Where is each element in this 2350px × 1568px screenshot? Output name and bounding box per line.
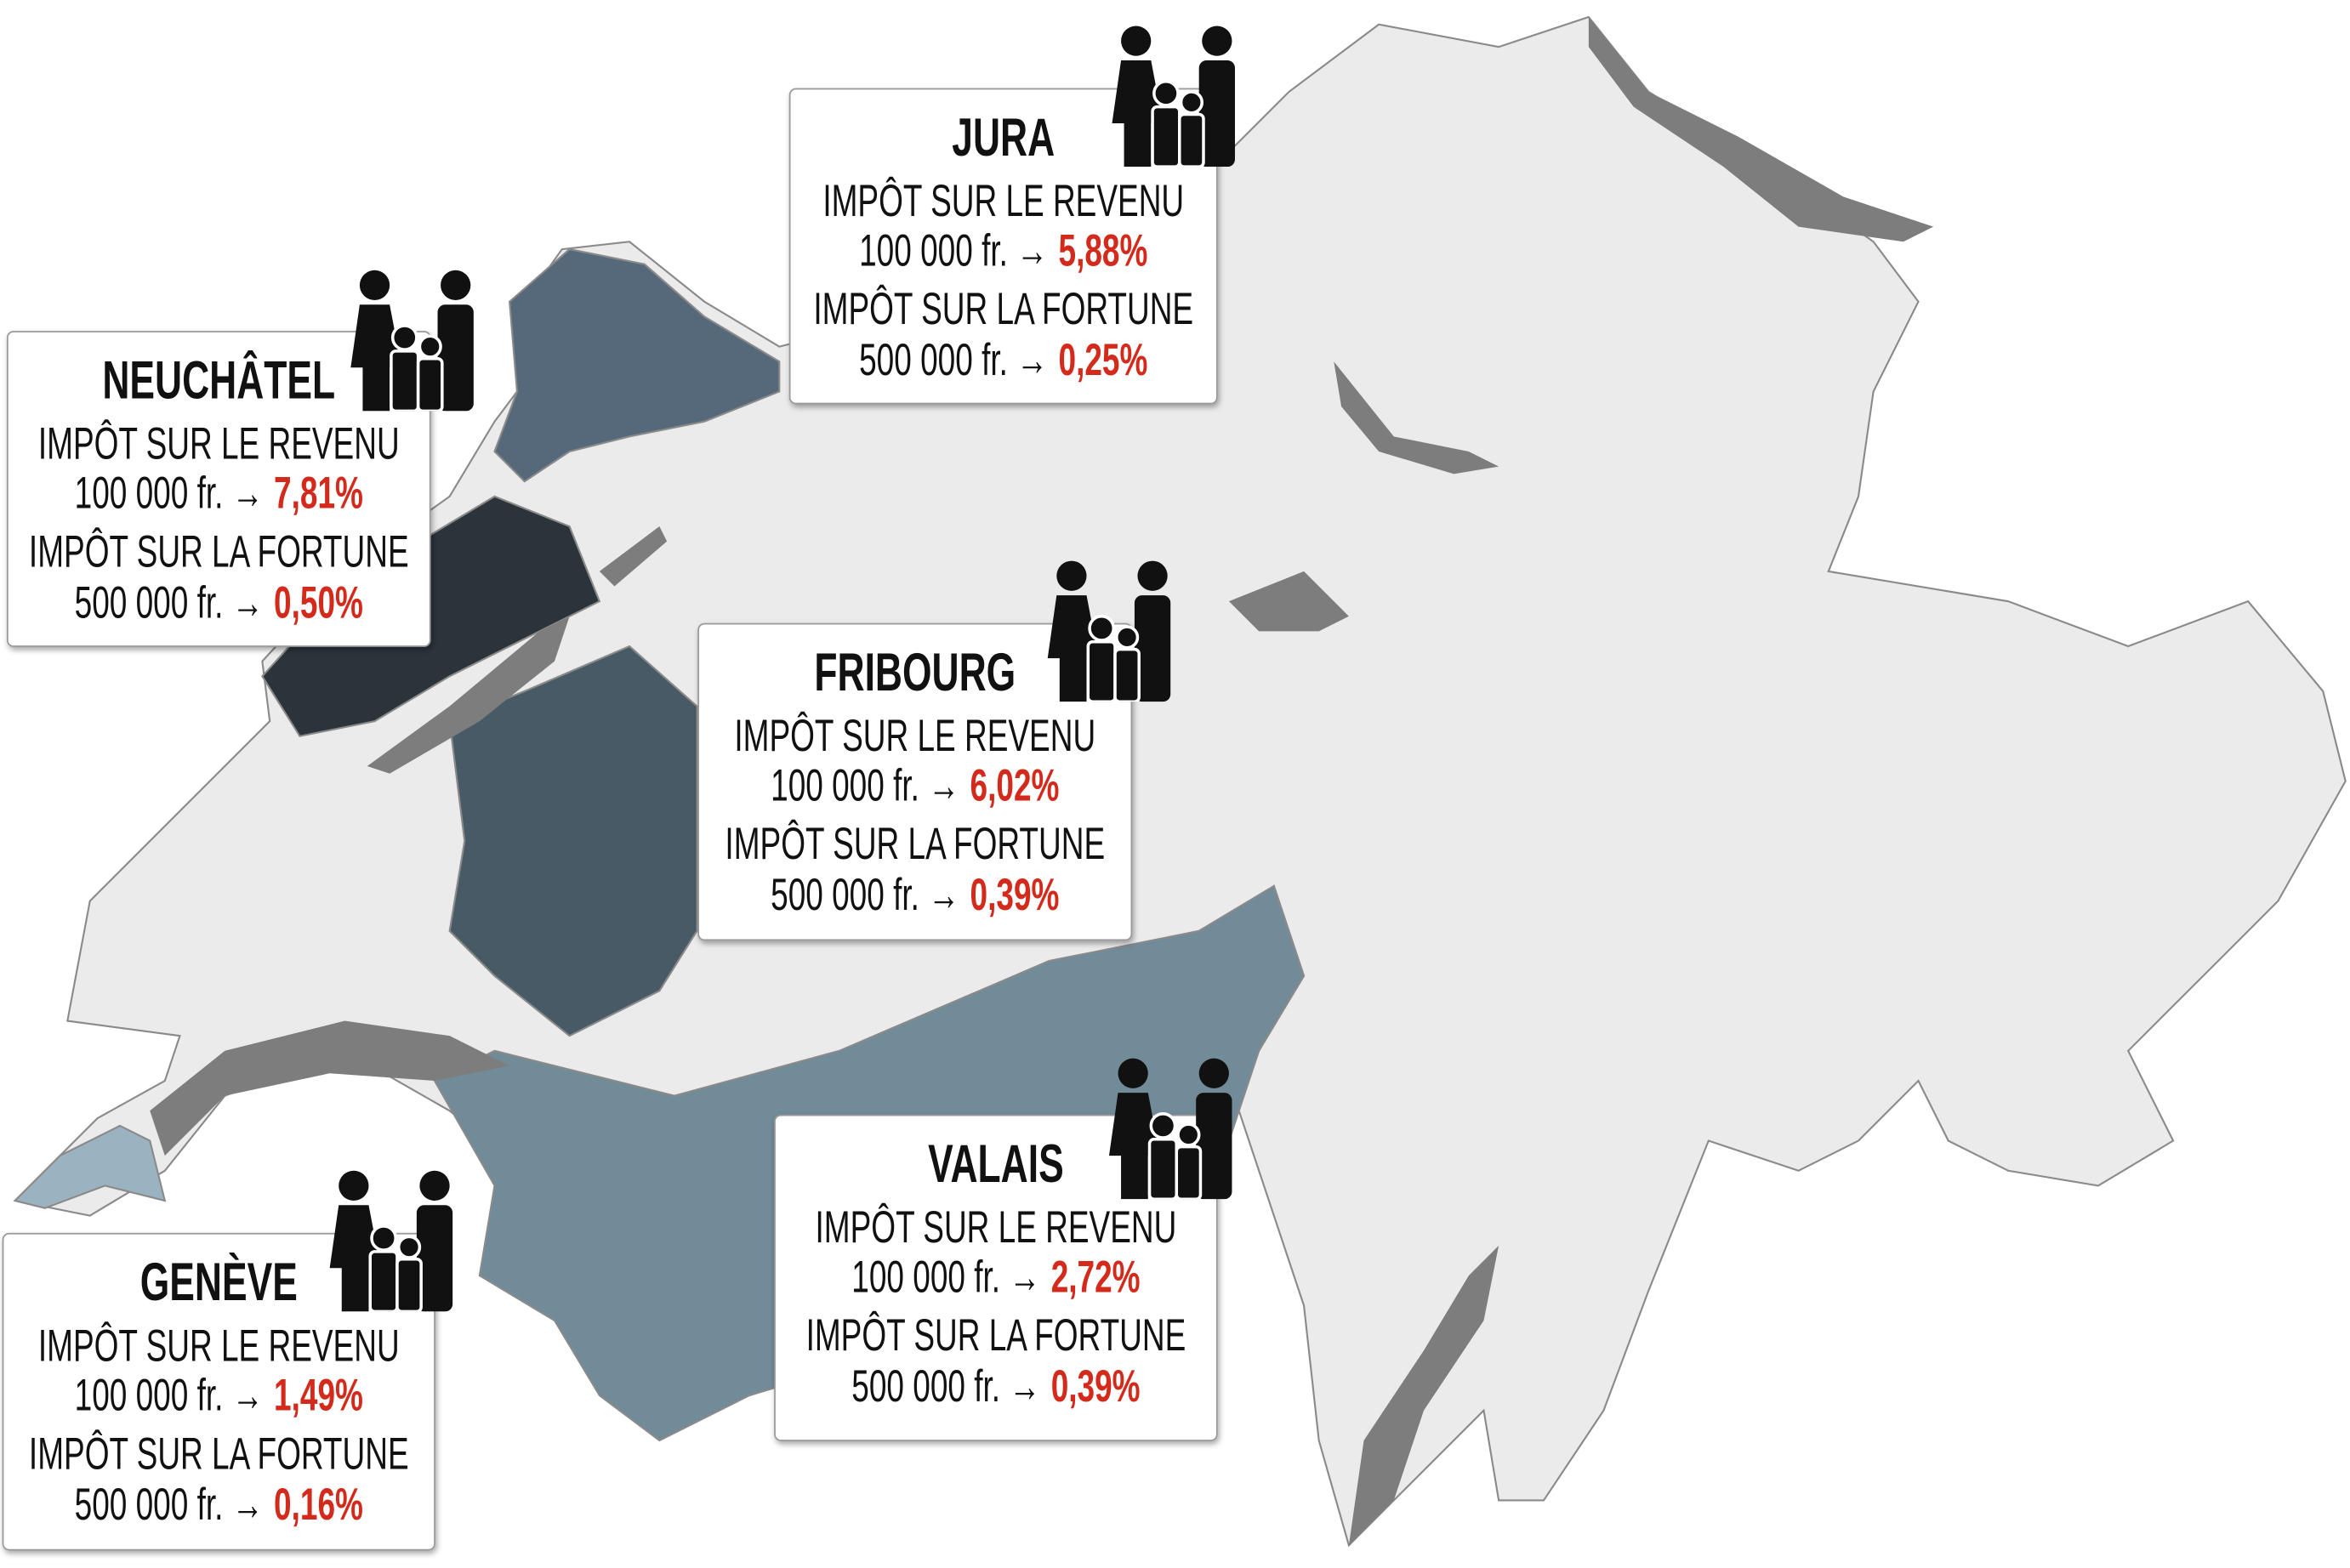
canton-name: JURA bbox=[952, 106, 1055, 168]
income-amount: 100 000 fr. → bbox=[75, 468, 264, 518]
income-rate: 2,72% bbox=[1051, 1252, 1141, 1302]
income-rate: 6,02% bbox=[970, 760, 1060, 810]
wealth-line-row: 500 000 fr. → 0,16% bbox=[75, 1480, 363, 1530]
lake bbox=[150, 1020, 510, 1156]
income-amount: 100 000 fr. → bbox=[859, 225, 1048, 276]
income-label: IMPÔT SUR LE REVENU bbox=[822, 176, 1184, 226]
callout-box bbox=[788, 88, 1218, 405]
wealth-rate: 0,16% bbox=[274, 1480, 363, 1530]
wealth-line: 500 000 fr. → 0,50% bbox=[75, 577, 363, 628]
income-label-row: IMPÔT SUR LE REVENU bbox=[38, 418, 400, 469]
income-rate: 7,81% bbox=[274, 468, 363, 518]
wealth-label-row: IMPÔT SUR LA FORTUNE bbox=[725, 819, 1105, 869]
wealth-rate: 0,25% bbox=[1059, 334, 1148, 384]
income-line-row: 100 000 fr. → 7,81% bbox=[75, 468, 363, 518]
wealth-label: IMPÔT SUR LA FORTUNE bbox=[806, 1310, 1186, 1361]
income-label: IMPÔT SUR LE REVENU bbox=[734, 711, 1095, 761]
canton-name-row: FRIBOURG bbox=[814, 641, 1016, 702]
income-rate: 1,49% bbox=[274, 1370, 363, 1420]
wealth-line: 500 000 fr. → 0,16% bbox=[75, 1480, 363, 1530]
income-line-row: 100 000 fr. → 2,72% bbox=[851, 1252, 1140, 1302]
lake bbox=[367, 616, 570, 774]
income-line: 100 000 fr. → 5,88% bbox=[859, 225, 1147, 276]
income-amount: 100 000 fr. → bbox=[771, 760, 959, 810]
switzerland-map bbox=[13, 15, 2347, 1548]
income-label: IMPÔT SUR LE REVENU bbox=[38, 1321, 400, 1371]
wealth-line: 500 000 fr. → 0,25% bbox=[859, 334, 1147, 384]
wealth-amount: 500 000 fr. → bbox=[75, 577, 264, 628]
wealth-line-row: 500 000 fr. → 0,25% bbox=[859, 334, 1147, 384]
lake bbox=[1334, 361, 1499, 474]
canton-name: GENÈVE bbox=[140, 1251, 298, 1312]
callout-box bbox=[6, 331, 431, 647]
canton-name: FRIBOURG bbox=[814, 641, 1016, 702]
wealth-label: IMPÔT SUR LA FORTUNE bbox=[29, 1429, 409, 1479]
income-amount: 100 000 fr. → bbox=[75, 1370, 264, 1420]
wealth-label: IMPÔT SUR LA FORTUNE bbox=[813, 284, 1193, 334]
income-label: IMPÔT SUR LE REVENU bbox=[38, 418, 400, 469]
canton-name-row: GENÈVE bbox=[140, 1251, 298, 1312]
jura-region bbox=[493, 247, 781, 483]
fribourg-region bbox=[448, 645, 698, 1037]
income-line: 100 000 fr. → 6,02% bbox=[771, 760, 1059, 810]
wealth-amount: 500 000 fr. → bbox=[851, 1361, 1040, 1411]
income-label-row: IMPÔT SUR LE REVENU bbox=[734, 711, 1095, 761]
wealth-rate: 0,39% bbox=[1051, 1361, 1141, 1411]
wealth-label: IMPÔT SUR LA FORTUNE bbox=[725, 819, 1105, 869]
lake bbox=[599, 526, 668, 587]
callout-box bbox=[774, 1114, 1218, 1441]
callout-box bbox=[2, 1232, 435, 1551]
callout-box bbox=[697, 622, 1133, 941]
wealth-amount: 500 000 fr. → bbox=[771, 870, 959, 920]
income-amount: 100 000 fr. → bbox=[851, 1252, 1040, 1302]
wealth-line-row: 500 000 fr. → 0,39% bbox=[851, 1361, 1140, 1411]
income-rate: 5,88% bbox=[1059, 225, 1148, 276]
income-label-row: IMPÔT SUR LE REVENU bbox=[816, 1202, 1177, 1253]
income-label-row: IMPÔT SUR LE REVENU bbox=[38, 1321, 400, 1371]
lake bbox=[1588, 16, 1934, 242]
income-label: IMPÔT SUR LE REVENU bbox=[816, 1202, 1177, 1253]
lake bbox=[1348, 1245, 1499, 1546]
canton-name-row: VALAIS bbox=[928, 1133, 1064, 1194]
family-icon bbox=[1110, 24, 1237, 168]
canton-name: NEUCHÂTEL bbox=[102, 349, 335, 410]
income-line-row: 100 000 fr. → 6,02% bbox=[771, 760, 1059, 810]
income-line-row: 100 000 fr. → 5,88% bbox=[859, 225, 1147, 276]
income-label-row: IMPÔT SUR LE REVENU bbox=[822, 176, 1184, 226]
income-line-row: 100 000 fr. → 1,49% bbox=[75, 1370, 363, 1420]
wealth-rate: 0,50% bbox=[274, 577, 363, 628]
wealth-line-row: 500 000 fr. → 0,50% bbox=[75, 577, 363, 628]
canton-name-row: NEUCHÂTEL bbox=[102, 349, 335, 410]
wealth-label-row: IMPÔT SUR LA FORTUNE bbox=[813, 284, 1193, 334]
wealth-label-row: IMPÔT SUR LA FORTUNE bbox=[29, 526, 409, 577]
wealth-line: 500 000 fr. → 0,39% bbox=[851, 1361, 1140, 1411]
income-line: 100 000 fr. → 2,72% bbox=[851, 1252, 1140, 1302]
wealth-label: IMPÔT SUR LA FORTUNE bbox=[29, 526, 409, 577]
wealth-label-row: IMPÔT SUR LA FORTUNE bbox=[29, 1429, 409, 1479]
income-line: 100 000 fr. → 1,49% bbox=[75, 1370, 363, 1420]
geneve-region bbox=[13, 1124, 167, 1209]
canton-name-row: JURA bbox=[952, 106, 1055, 168]
income-line: 100 000 fr. → 7,81% bbox=[75, 468, 363, 518]
wealth-label-row: IMPÔT SUR LA FORTUNE bbox=[806, 1310, 1186, 1361]
wealth-line: 500 000 fr. → 0,39% bbox=[771, 870, 1059, 920]
wealth-amount: 500 000 fr. → bbox=[75, 1480, 264, 1530]
wealth-rate: 0,39% bbox=[970, 870, 1060, 920]
wealth-line-row: 500 000 fr. → 0,39% bbox=[771, 870, 1059, 920]
family-icon bbox=[327, 1169, 454, 1312]
canton-name: VALAIS bbox=[928, 1133, 1064, 1194]
wealth-amount: 500 000 fr. → bbox=[859, 334, 1048, 384]
family-icon bbox=[349, 268, 475, 412]
